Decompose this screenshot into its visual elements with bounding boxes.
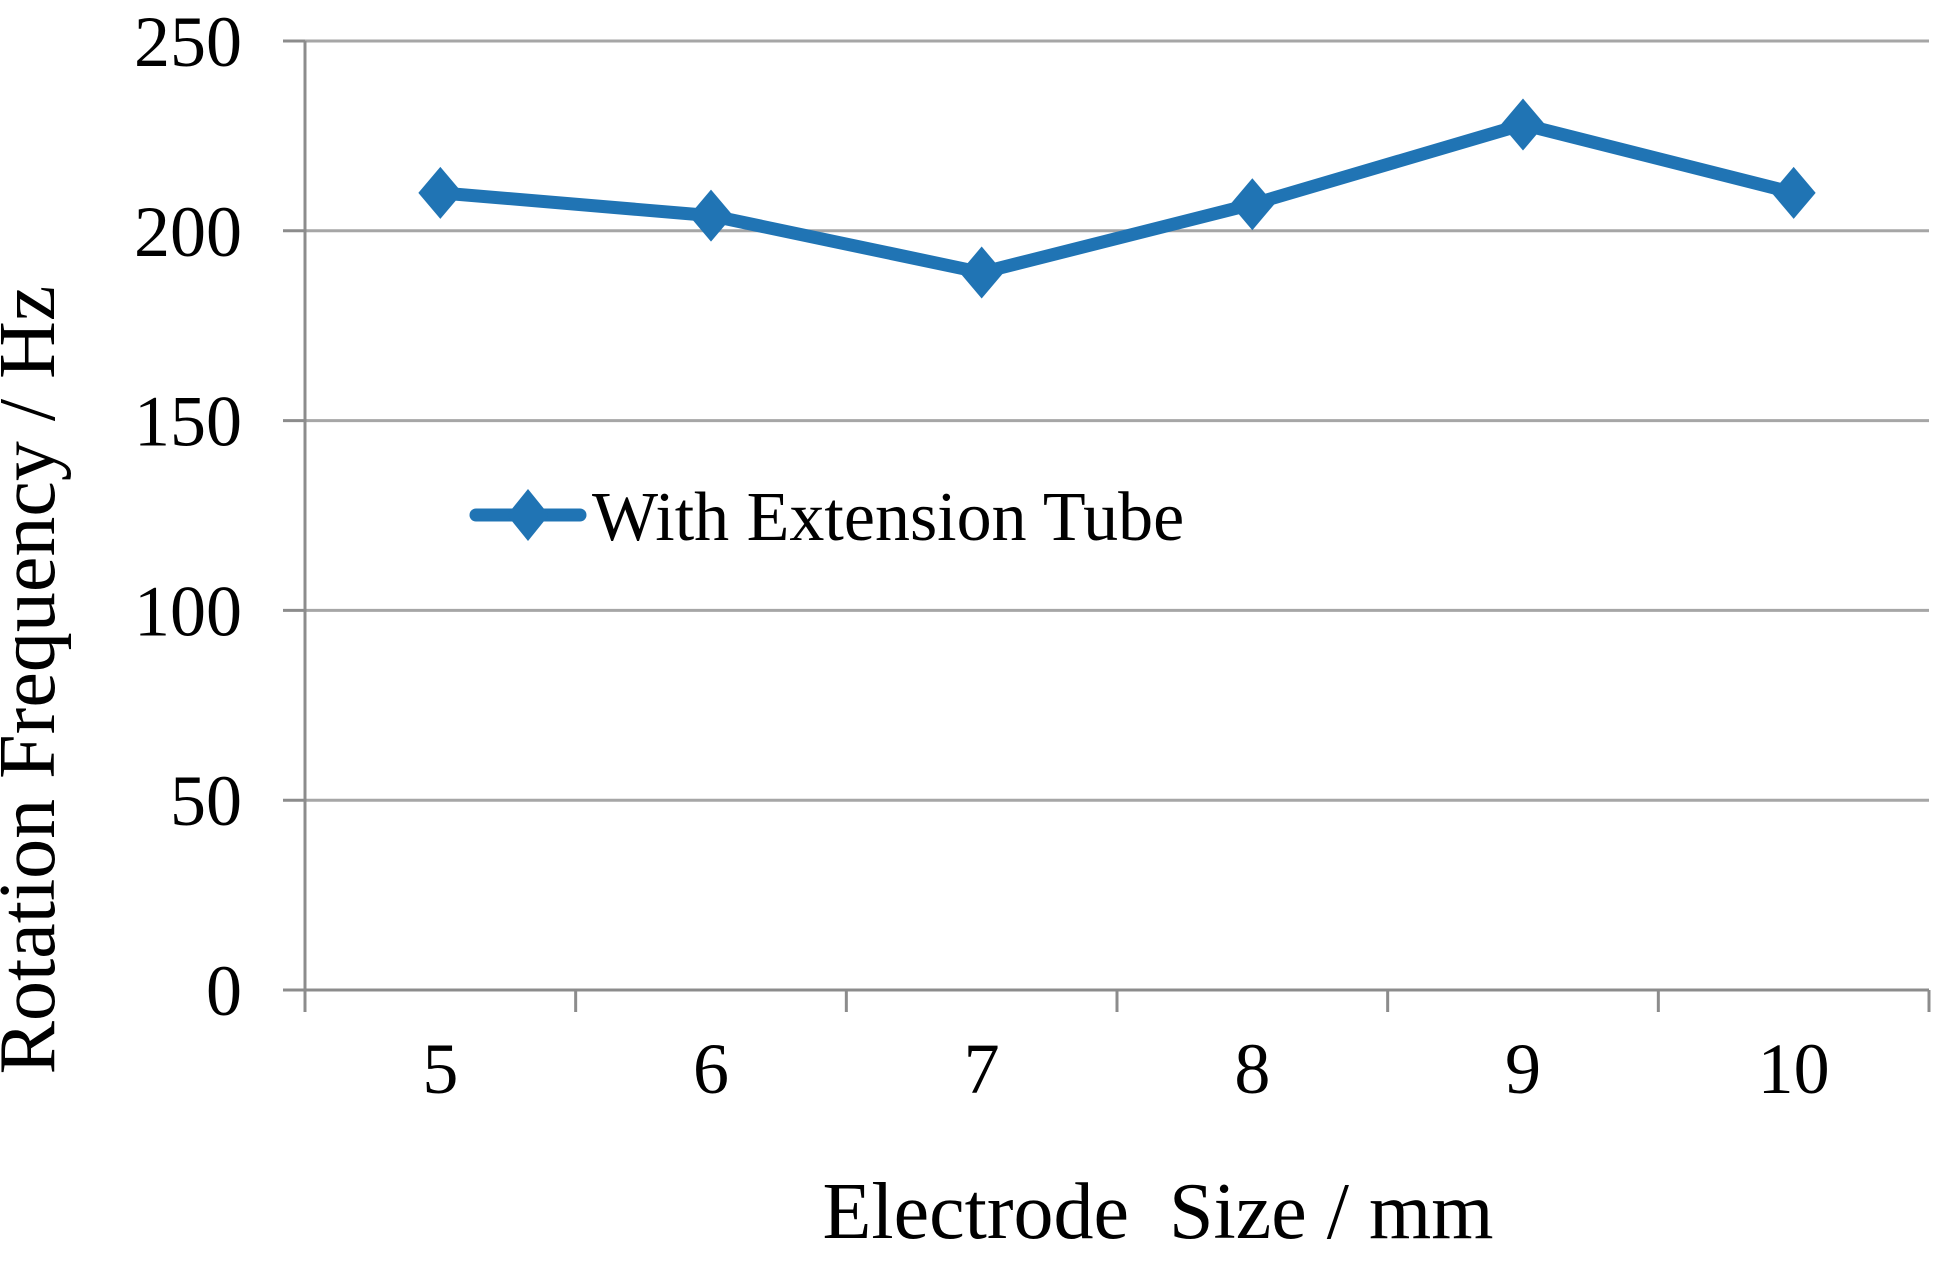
x-tick-label: 5	[422, 1029, 458, 1109]
legend-label: With Extension Tube	[592, 479, 1184, 556]
y-tick-label: 100	[134, 571, 242, 651]
data-point-marker	[1501, 98, 1545, 151]
data-point-marker	[689, 189, 733, 242]
data-point-marker	[1771, 166, 1816, 219]
data-point-marker	[418, 166, 463, 219]
x-tick-label: 9	[1505, 1029, 1541, 1109]
x-tick-label: 10	[1758, 1029, 1830, 1109]
y-tick-label: 250	[134, 2, 242, 82]
x-tick-label: 6	[693, 1029, 729, 1109]
y-tick-label: 0	[206, 951, 242, 1031]
gridlines-layer	[305, 39, 1929, 802]
axes-layer: 0 50 100 150 200 250 5 6 7 8 9 10	[134, 2, 1931, 1109]
series-layer	[418, 98, 1816, 299]
y-tick-label: 50	[170, 761, 242, 841]
x-tick-label: 8	[1234, 1029, 1270, 1109]
legend-diamond-icon	[507, 489, 549, 541]
y-tick-label: 150	[134, 382, 242, 462]
y-tick-label: 200	[134, 192, 242, 272]
y-axis-title: Rotation Frequency / Hz	[0, 286, 72, 1075]
x-axis-title: Electrode Size / mm	[823, 1168, 1494, 1256]
legend: With Extension Tube	[469, 479, 1184, 556]
series-line	[433, 118, 1801, 280]
data-point-marker	[1230, 178, 1275, 231]
x-tick-label: 7	[964, 1029, 1000, 1109]
data-point-marker	[959, 246, 1004, 299]
